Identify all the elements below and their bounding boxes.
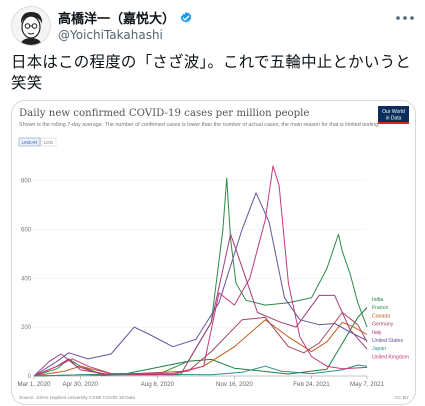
tweet-header: 高橋洋一（嘉悦大） @YoichiTakahashi xyxy=(11,6,417,46)
chart-source: Source: Johns Hopkins University CSSE CO… xyxy=(19,395,135,400)
y-tick-label: 400 xyxy=(21,276,32,282)
chart-title: Daily new confirmed COVID-19 cases per m… xyxy=(19,108,309,119)
scale-toggle-linear-label: LINEAR xyxy=(22,140,38,145)
series-line-canada xyxy=(33,319,368,377)
series-line-italy xyxy=(33,233,368,377)
owid-logo-line-1: Our World xyxy=(382,109,405,115)
owid-logo[interactable]: Our World in Data xyxy=(378,106,409,124)
tweet-text: 日本はこの程度の「さざ波」。これで五輪中止とかいうと笑笑 xyxy=(11,53,411,92)
chart-subtitle-line-1: Shown is the rolling 7-day average. The … xyxy=(19,122,380,128)
series-line-japan xyxy=(33,364,368,377)
y-axis-tick-labels: 0 200 400 600 800 xyxy=(21,179,32,380)
series-line-india xyxy=(33,307,368,377)
chart-legend: India France Canada Germany Italy United Stat… xyxy=(372,297,409,360)
legend-label: United Kingdom xyxy=(372,354,409,360)
owid-chart: Daily new confirmed COVID-19 cases per m… xyxy=(17,106,409,400)
legend-label: France xyxy=(372,305,388,311)
x-tick-label: Feb 24, 2021 xyxy=(293,381,330,388)
scale-toggle-linear[interactable]: LINEAR xyxy=(18,137,41,147)
scale-toggle-log[interactable]: LOG xyxy=(40,137,57,147)
y-tick-label: 800 xyxy=(21,179,32,185)
y-tick-label: 600 xyxy=(21,227,32,233)
x-tick-label: Nov 16, 2020 xyxy=(216,381,253,388)
avatar-illustration-icon xyxy=(12,7,50,45)
legend-label: Italy xyxy=(372,330,382,336)
x-tick-label: May 7, 2021 xyxy=(350,381,385,388)
x-tick-label: Aug 8, 2020 xyxy=(141,381,175,388)
legend-label: Japan xyxy=(372,346,386,352)
author-name-line[interactable]: 高橋洋一（嘉悦大） xyxy=(58,8,193,27)
chart-series-lines xyxy=(33,165,368,377)
avatar[interactable] xyxy=(11,6,51,46)
scale-toggle-log-label: LOG xyxy=(44,140,54,145)
y-tick-label: 200 xyxy=(21,325,32,331)
legend-label: Germany xyxy=(372,322,394,328)
y-tick-label: 0 xyxy=(28,374,32,380)
chart-gridlines xyxy=(34,180,367,377)
chart-license: CC BY xyxy=(395,395,409,400)
legend-label: United States xyxy=(372,338,404,344)
series-line-united-kingdom xyxy=(33,165,368,377)
legend-label: Canada xyxy=(372,313,390,319)
x-tick-label: Apr 30, 2020 xyxy=(63,381,99,388)
more-options-icon[interactable] xyxy=(393,10,417,26)
x-axis: Mar 1, 2020 Apr 30, 2020 Aug 8, 2020 Nov 16… xyxy=(17,375,385,388)
series-line-united-states xyxy=(33,192,368,377)
author-handle[interactable]: @YoichiTakahashi xyxy=(58,28,163,42)
owid-logo-line-2: in Data xyxy=(386,116,402,122)
verified-badge-icon xyxy=(180,11,192,23)
author-display-name[interactable]: 高橋洋一（嘉悦大） xyxy=(58,12,176,27)
chart-card[interactable]: Daily new confirmed COVID-19 cases per m… xyxy=(11,100,416,405)
legend-label: India xyxy=(372,297,383,303)
x-tick-label: Mar 1, 2020 xyxy=(17,381,51,388)
series-line-france xyxy=(33,177,368,377)
